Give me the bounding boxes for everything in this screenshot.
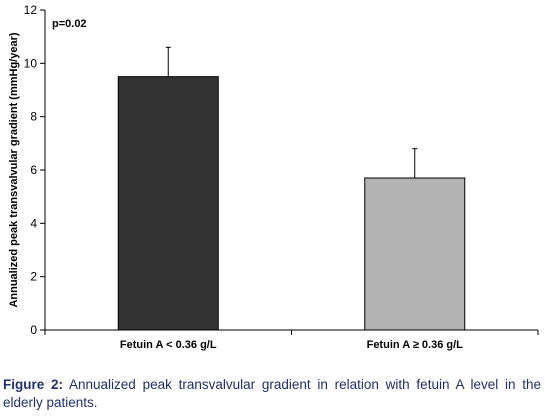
y-tick-label: 10 <box>24 56 38 70</box>
y-tick-label: 0 <box>30 323 37 337</box>
figure-caption: Figure 2: Annualized peak transvalvular … <box>3 376 541 412</box>
y-tick-label: 8 <box>30 110 37 124</box>
bar <box>117 76 219 331</box>
y-tick-label: 12 <box>24 3 38 17</box>
error-bars <box>165 46 418 178</box>
x-category-label: Fetuin A ≥ 0.36 g/L <box>367 339 464 351</box>
bar-chart: 0 2 4 6 8 10 12 Fetuin A < 0.36 g/L Fetuin A ≥ … <box>8 3 539 351</box>
y-tick-label: 6 <box>30 163 37 177</box>
bar <box>364 177 466 331</box>
category-labels: Fetuin A < 0.36 g/L Fetuin A ≥ 0.36 g/L <box>120 339 463 351</box>
x-axis-ticks <box>44 330 539 335</box>
y-tick-label: 2 <box>30 270 37 284</box>
plot-area: 0 2 4 6 8 10 12 Fetuin A < 0.36 g/L Fetuin A ≥ … <box>8 3 539 351</box>
caption-text: Annualized peak transvalvular gradient i… <box>3 377 541 410</box>
y-tick-label: 4 <box>30 216 37 230</box>
caption-lead: Figure 2: <box>3 377 64 392</box>
x-category-label: Fetuin A < 0.36 g/L <box>120 339 217 351</box>
bars <box>117 76 466 331</box>
y-axis-label: Annualized peak transvalvular gradient (… <box>8 32 20 307</box>
p-value-annotation: p=0.02 <box>52 18 87 30</box>
y-axis-ticks: 0 2 4 6 8 10 12 <box>24 3 45 337</box>
